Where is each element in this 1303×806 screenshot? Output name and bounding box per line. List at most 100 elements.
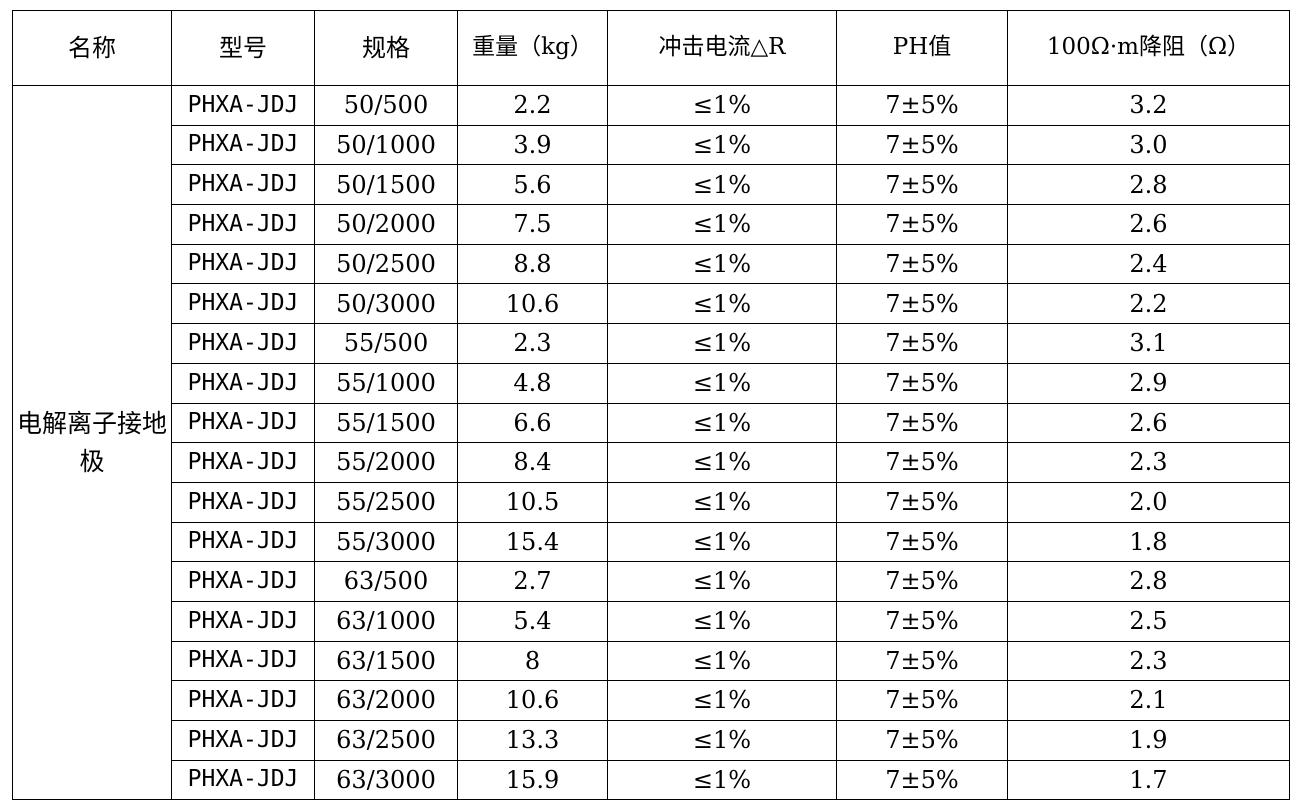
cell-ph: 7±5% [836,323,1008,364]
cell-weight: 15.4 [457,521,608,563]
table-row: PHXA-JDJ 63/2000 10.6 ≤1% 7±5% 2.1 [13,680,1290,721]
cell-resistance-reduction: 2.0 [1007,481,1290,523]
cell-impact-current: ≤1% [607,521,837,563]
cell-weight: 15.9 [457,759,608,801]
table-row: PHXA-JDJ 55/1500 6.6 ≤1% 7±5% 2.6 [13,402,1290,444]
table-row: PHXA-JDJ 50/1000 3.9 ≤1% 7±5% 3.0 [13,124,1290,166]
table-row: PHXA-JDJ 55/2000 8.4 ≤1% 7±5% 2.3 [13,442,1290,483]
cell-impact-current: ≤1% [607,164,837,206]
cell-spec: 63/1000 [314,600,458,642]
product-name-cell: 电解离子接地极 [12,84,172,801]
cell-spec: 63/3000 [314,759,458,801]
cell-resistance-reduction: 3.0 [1007,124,1290,166]
table-row: PHXA-JDJ 55/1000 4.8 ≤1% 7±5% 2.9 [13,362,1290,404]
cell-weight: 2.3 [457,323,608,364]
header-model: 型号 [171,10,315,86]
cell-resistance-reduction: 2.1 [1007,680,1290,721]
cell-model: PHXA-JDJ [171,720,315,761]
table-row: PHXA-JDJ 55/2500 10.5 ≤1% 7±5% 2.0 [13,481,1290,523]
table-row: PHXA-JDJ 55/500 2.3 ≤1% 7±5% 3.1 [13,323,1290,364]
cell-ph: 7±5% [836,759,1008,801]
table-row: PHXA-JDJ 50/3000 10.6 ≤1% 7±5% 2.2 [13,283,1290,325]
cell-weight: 4.8 [457,362,608,404]
header-row: 名称 型号 规格 重量（kg） 冲击电流△R PH值 100Ω·m降阻（Ω） [12,10,1290,86]
cell-weight: 6.6 [457,402,608,444]
cell-ph: 7±5% [836,481,1008,523]
cell-model: PHXA-JDJ [171,204,315,245]
cell-model: PHXA-JDJ [171,442,315,483]
cell-model: PHXA-JDJ [171,402,315,444]
cell-ph: 7±5% [836,164,1008,206]
cell-weight: 10.5 [457,481,608,523]
cell-impact-current: ≤1% [607,442,837,483]
cell-ph: 7±5% [836,283,1008,325]
cell-model: PHXA-JDJ [171,759,315,801]
table-row: PHXA-JDJ 63/500 2.7 ≤1% 7±5% 2.8 [13,561,1290,602]
cell-impact-current: ≤1% [607,204,837,245]
cell-resistance-reduction: 3.1 [1007,323,1290,364]
cell-spec: 55/3000 [314,521,458,563]
cell-resistance-reduction: 2.5 [1007,600,1290,642]
table-row: PHXA-JDJ 55/3000 15.4 ≤1% 7±5% 1.8 [13,521,1290,563]
cell-model: PHXA-JDJ [171,362,315,404]
cell-model: PHXA-JDJ [171,85,315,126]
cell-weight: 10.6 [457,283,608,325]
cell-weight: 13.3 [457,720,608,761]
cell-resistance-reduction: 1.8 [1007,521,1290,563]
cell-impact-current: ≤1% [607,323,837,364]
cell-weight: 3.9 [457,124,608,166]
cell-resistance-reduction: 2.6 [1007,402,1290,444]
cell-weight: 8 [457,640,608,682]
cell-spec: 50/1500 [314,164,458,206]
header-impact-current: 冲击电流△R [607,10,837,86]
cell-resistance-reduction: 2.4 [1007,243,1290,285]
cell-impact-current: ≤1% [607,600,837,642]
cell-impact-current: ≤1% [607,85,837,126]
header-spec: 规格 [314,10,458,86]
cell-resistance-reduction: 2.3 [1007,442,1290,483]
cell-impact-current: ≤1% [607,640,837,682]
cell-model: PHXA-JDJ [171,124,315,166]
cell-model: PHXA-JDJ [171,640,315,682]
cell-resistance-reduction: 3.2 [1007,85,1290,126]
cell-spec: 50/500 [314,85,458,126]
table-row: PHXA-JDJ 63/1500 8 ≤1% 7±5% 2.3 [13,640,1290,682]
cell-weight: 10.6 [457,680,608,721]
cell-model: PHXA-JDJ [171,323,315,364]
cell-spec: 63/500 [314,561,458,602]
table-row: PHXA-JDJ 63/2500 13.3 ≤1% 7±5% 1.9 [13,720,1290,761]
cell-impact-current: ≤1% [607,243,837,285]
cell-impact-current: ≤1% [607,124,837,166]
table-row: PHXA-JDJ 50/2000 7.5 ≤1% 7±5% 2.6 [13,204,1290,245]
header-ph: PH值 [836,10,1008,86]
table-row: PHXA-JDJ 63/3000 15.9 ≤1% 7±5% 1.7 [13,759,1290,801]
cell-ph: 7±5% [836,442,1008,483]
cell-model: PHXA-JDJ [171,600,315,642]
cell-resistance-reduction: 2.8 [1007,561,1290,602]
cell-impact-current: ≤1% [607,402,837,444]
cell-weight: 2.7 [457,561,608,602]
cell-resistance-reduction: 2.2 [1007,283,1290,325]
cell-weight: 2.2 [457,85,608,126]
cell-weight: 7.5 [457,204,608,245]
cell-resistance-reduction: 2.8 [1007,164,1290,206]
cell-resistance-reduction: 2.6 [1007,204,1290,245]
cell-ph: 7±5% [836,680,1008,721]
cell-resistance-reduction: 1.9 [1007,720,1290,761]
cell-weight: 5.6 [457,164,608,206]
table-body: 电解离子接地极 PHXA-JDJ 50/500 2.2 ≤1% 7±5% 3.2 PHXA-J… [12,84,1290,801]
cell-spec: 50/1000 [314,124,458,166]
cell-ph: 7±5% [836,561,1008,602]
cell-spec: 63/1500 [314,640,458,682]
header-resistance-reduction: 100Ω·m降阻（Ω） [1007,10,1290,86]
cell-spec: 50/2000 [314,204,458,245]
cell-model: PHXA-JDJ [171,561,315,602]
cell-ph: 7±5% [836,85,1008,126]
cell-resistance-reduction: 2.9 [1007,362,1290,404]
spec-table: 名称 型号 规格 重量（kg） 冲击电流△R PH值 100Ω·m降阻（Ω） 电… [12,10,1290,801]
header-weight: 重量（kg） [457,10,608,86]
cell-resistance-reduction: 2.3 [1007,640,1290,682]
cell-impact-current: ≤1% [607,362,837,404]
table-row: PHXA-JDJ 50/2500 8.8 ≤1% 7±5% 2.4 [13,243,1290,285]
cell-spec: 50/3000 [314,283,458,325]
